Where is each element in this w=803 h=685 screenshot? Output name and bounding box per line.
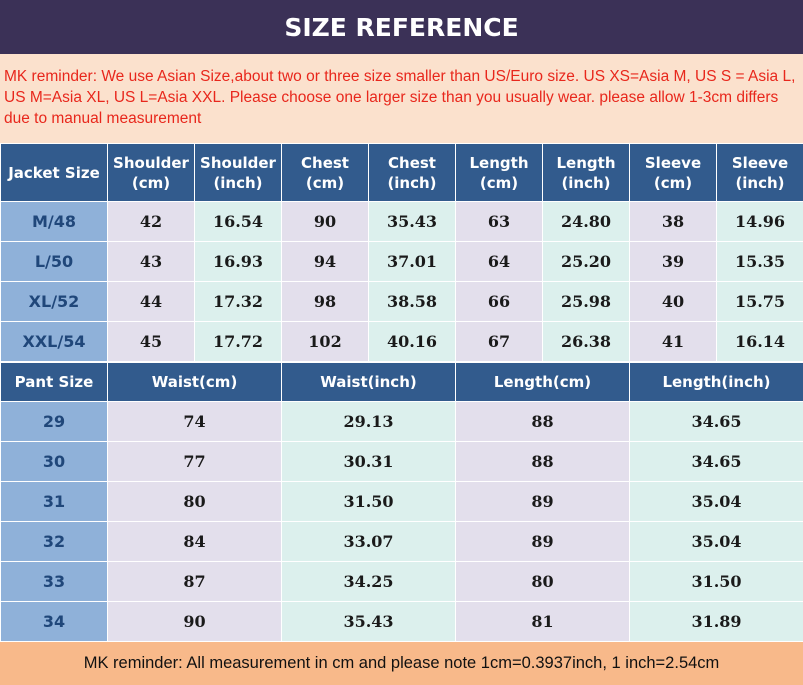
pant-value-cell: 33.07 [281, 521, 456, 562]
pant-value-cell: 77 [107, 441, 282, 482]
jacket-value-cell: 38 [629, 201, 717, 242]
jacket-value-cell: 98 [281, 281, 369, 322]
pant-size-cell: 34 [0, 601, 108, 642]
table-row: 29 74 29.13 88 34.65 [0, 401, 803, 442]
pant-size-cell: 33 [0, 561, 108, 602]
jacket-value-cell: 102 [281, 321, 369, 362]
jacket-value-cell: 40 [629, 281, 717, 322]
pant-header-cell: Waist(cm) [107, 362, 282, 402]
pant-value-cell: 31.50 [281, 481, 456, 522]
pant-size-table: Pant Size Waist(cm) Waist(inch) Length(cm) L… [0, 362, 803, 642]
jacket-header-cell: Chest (cm) [281, 143, 369, 202]
pant-value-cell: 34.65 [629, 401, 803, 442]
pant-value-cell: 89 [455, 521, 630, 562]
jacket-header-cell: Chest (inch) [368, 143, 456, 202]
pant-value-cell: 84 [107, 521, 282, 562]
pant-value-cell: 81 [455, 601, 630, 642]
table-row: XXL/54 45 17.72 102 40.16 67 26.38 41 16.14 [0, 321, 803, 362]
jacket-value-cell: 38.58 [368, 281, 456, 322]
jacket-header-cell: Jacket Size [0, 143, 108, 202]
pant-value-cell: 89 [455, 481, 630, 522]
jacket-value-cell: 37.01 [368, 241, 456, 282]
table-row: 32 84 33.07 89 35.04 [0, 521, 803, 562]
table-row: M/48 42 16.54 90 35.43 63 24.80 38 14.96 [0, 201, 803, 242]
pant-value-cell: 35.04 [629, 481, 803, 522]
pant-value-cell: 88 [455, 401, 630, 442]
jacket-header-row: Jacket Size Shoulder (cm) Shoulder (inch) Che… [0, 143, 803, 202]
pant-value-cell: 87 [107, 561, 282, 602]
jacket-size-cell: M/48 [0, 201, 108, 242]
pant-value-cell: 35.04 [629, 521, 803, 562]
jacket-header-cell: Length (cm) [455, 143, 543, 202]
jacket-value-cell: 24.80 [542, 201, 630, 242]
jacket-value-cell: 67 [455, 321, 543, 362]
jacket-value-cell: 16.14 [716, 321, 803, 362]
table-row: L/50 43 16.93 94 37.01 64 25.20 39 15.35 [0, 241, 803, 282]
jacket-header-cell: Length (inch) [542, 143, 630, 202]
jacket-value-cell: 64 [455, 241, 543, 282]
table-row: 31 80 31.50 89 35.04 [0, 481, 803, 522]
table-row: XL/52 44 17.32 98 38.58 66 25.98 40 15.75 [0, 281, 803, 322]
jacket-value-cell: 15.75 [716, 281, 803, 322]
jacket-value-cell: 17.72 [194, 321, 282, 362]
jacket-value-cell: 16.54 [194, 201, 282, 242]
pant-size-cell: 32 [0, 521, 108, 562]
jacket-value-cell: 63 [455, 201, 543, 242]
jacket-size-cell: L/50 [0, 241, 108, 282]
pant-header-cell: Length(cm) [455, 362, 630, 402]
table-row: 30 77 30.31 88 34.65 [0, 441, 803, 482]
jacket-value-cell: 43 [107, 241, 195, 282]
jacket-value-cell: 14.96 [716, 201, 803, 242]
pant-value-cell: 88 [455, 441, 630, 482]
jacket-header-cell: Sleeve (cm) [629, 143, 717, 202]
jacket-header-cell: Shoulder (cm) [107, 143, 195, 202]
pant-value-cell: 80 [107, 481, 282, 522]
jacket-value-cell: 45 [107, 321, 195, 362]
pant-value-cell: 35.43 [281, 601, 456, 642]
pant-size-cell: 30 [0, 441, 108, 482]
jacket-size-cell: XXL/54 [0, 321, 108, 362]
jacket-value-cell: 35.43 [368, 201, 456, 242]
jacket-value-cell: 94 [281, 241, 369, 282]
pant-value-cell: 29.13 [281, 401, 456, 442]
jacket-value-cell: 41 [629, 321, 717, 362]
pant-value-cell: 34.65 [629, 441, 803, 482]
pant-header-row: Pant Size Waist(cm) Waist(inch) Length(cm) L… [0, 362, 803, 402]
jacket-value-cell: 25.20 [542, 241, 630, 282]
jacket-header-cell: Sleeve (inch) [716, 143, 803, 202]
pant-value-cell: 90 [107, 601, 282, 642]
jacket-value-cell: 25.98 [542, 281, 630, 322]
jacket-value-cell: 16.93 [194, 241, 282, 282]
jacket-value-cell: 42 [107, 201, 195, 242]
pant-header-cell: Length(inch) [629, 362, 803, 402]
pant-value-cell: 74 [107, 401, 282, 442]
pant-header-cell: Pant Size [0, 362, 108, 402]
jacket-value-cell: 40.16 [368, 321, 456, 362]
size-reminder-note: MK reminder: We use Asian Size,about two… [0, 54, 803, 143]
jacket-header-cell: Shoulder (inch) [194, 143, 282, 202]
jacket-value-cell: 26.38 [542, 321, 630, 362]
table-row: 33 87 34.25 80 31.50 [0, 561, 803, 602]
pant-value-cell: 31.50 [629, 561, 803, 602]
pant-size-cell: 31 [0, 481, 108, 522]
table-row: 34 90 35.43 81 31.89 [0, 601, 803, 642]
pant-value-cell: 34.25 [281, 561, 456, 602]
measurement-note: MK reminder: All measurement in cm and p… [0, 642, 803, 685]
pant-value-cell: 31.89 [629, 601, 803, 642]
jacket-value-cell: 90 [281, 201, 369, 242]
jacket-size-table: Jacket Size Shoulder (cm) Shoulder (inch) Che… [0, 143, 803, 362]
jacket-value-cell: 39 [629, 241, 717, 282]
jacket-size-cell: XL/52 [0, 281, 108, 322]
pant-value-cell: 80 [455, 561, 630, 602]
jacket-value-cell: 44 [107, 281, 195, 322]
pant-value-cell: 30.31 [281, 441, 456, 482]
jacket-value-cell: 17.32 [194, 281, 282, 322]
jacket-value-cell: 15.35 [716, 241, 803, 282]
page-title: SIZE REFERENCE [0, 0, 803, 54]
pant-size-cell: 29 [0, 401, 108, 442]
jacket-value-cell: 66 [455, 281, 543, 322]
pant-header-cell: Waist(inch) [281, 362, 456, 402]
